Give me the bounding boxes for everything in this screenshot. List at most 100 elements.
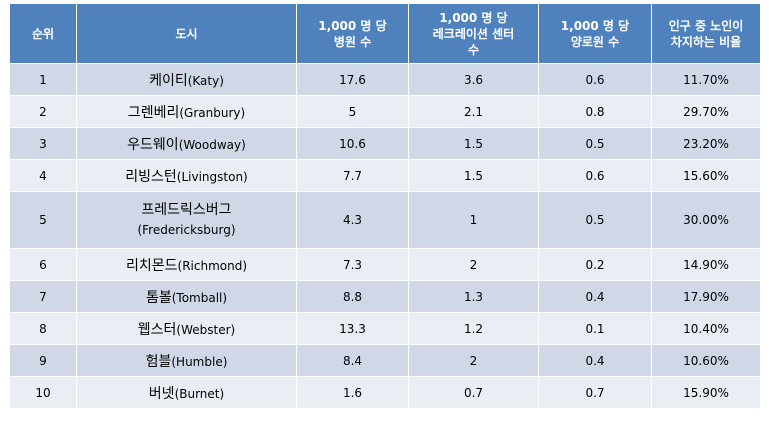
nursing-cell: 0.1 [538, 312, 652, 345]
elderly-ratio-cell: 14.90% [651, 248, 761, 281]
table-row: 5 프레드릭스버그 (Fredericksburg) 4.3 1 0.5 30.00% [9, 191, 761, 249]
city-cell: 프레드릭스버그 (Fredericksburg) [76, 191, 297, 249]
hospitals-cell: 17.6 [296, 63, 409, 96]
rank-cell: 1 [9, 63, 77, 96]
table-row: 1 케이티(Katy) 17.6 3.6 0.6 11.70% [9, 63, 761, 96]
table-row: 2 그렌베리(Granbury) 5 2.1 0.8 29.70% [9, 95, 761, 128]
city-cell: 리치몬드(Richmond) [76, 248, 297, 281]
city-cell: 버넷(Burnet) [76, 376, 297, 409]
table-row: 4 리빙스턴(Livingston) 7.7 1.5 0.6 15.60% [9, 159, 761, 192]
city-cell: 톰볼(Tomball) [76, 280, 297, 313]
rank-cell: 3 [9, 127, 77, 160]
hospitals-cell: 5 [296, 95, 409, 128]
nursing-cell: 0.8 [538, 95, 652, 128]
city-header: 도시 [76, 3, 297, 64]
elderly-ratio-cell: 11.70% [651, 63, 761, 96]
city-english-name: (Granbury) [179, 105, 246, 120]
city-korean-name: 웹스터 [137, 321, 177, 338]
recreation-cell: 0.7 [408, 376, 539, 409]
city-cell: 험블(Humble) [76, 344, 297, 377]
nursing-cell: 0.5 [538, 191, 652, 249]
hospitals-cell: 1.6 [296, 376, 409, 409]
city-english-name: (Humble) [171, 354, 228, 369]
nursing-cell: 0.6 [538, 63, 652, 96]
table-header-row: 순위 도시 1,000 명 당 병원 수 1,000 명 당 레크레이션 센터 수 1,… [9, 3, 761, 64]
elderly-ratio-cell: 23.20% [651, 127, 761, 160]
rank-cell: 9 [9, 344, 77, 377]
elderly-ratio-cell: 30.00% [651, 191, 761, 249]
rank-cell: 7 [9, 280, 77, 313]
city-korean-name: 프레드릭스버그 [141, 202, 232, 218]
recreation-cell: 3.6 [408, 63, 539, 96]
table-row: 10 버넷(Burnet) 1.6 0.7 0.7 15.90% [9, 376, 761, 409]
city-korean-name: 버넷 [148, 385, 175, 402]
elderly-ratio-cell: 15.90% [651, 376, 761, 409]
nursing-cell: 0.4 [538, 344, 652, 377]
nursing-cell: 0.5 [538, 127, 652, 160]
table-row: 6 리치몬드(Richmond) 7.3 2 0.2 14.90% [9, 248, 761, 281]
ranking-table-container: 순위 도시 1,000 명 당 병원 수 1,000 명 당 레크레이션 센터 수 1,… [9, 3, 761, 409]
city-cell: 케이티(Katy) [76, 63, 297, 96]
nursing-header: 1,000 명 당 양로원 수 [538, 3, 652, 64]
hospitals-cell: 7.3 [296, 248, 409, 281]
hospitals-cell: 13.3 [296, 312, 409, 345]
nursing-cell: 0.6 [538, 159, 652, 192]
hospitals-cell: 4.3 [296, 191, 409, 249]
city-korean-name: 그렌베리 [127, 104, 180, 121]
rank-cell: 4 [9, 159, 77, 192]
hospitals-cell: 8.4 [296, 344, 409, 377]
city-english-name: (Richmond) [177, 258, 248, 273]
rank-cell: 8 [9, 312, 77, 345]
city-cell: 웹스터(Webster) [76, 312, 297, 345]
table-row: 3 우드웨이(Woodway) 10.6 1.5 0.5 23.20% [9, 127, 761, 160]
rank-header: 순위 [9, 3, 77, 64]
recreation-cell: 2.1 [408, 95, 539, 128]
city-cell: 그렌베리(Granbury) [76, 95, 297, 128]
city-ranking-table: 순위 도시 1,000 명 당 병원 수 1,000 명 당 레크레이션 센터 수 1,… [9, 3, 761, 409]
rank-cell: 6 [9, 248, 77, 281]
nursing-cell: 0.2 [538, 248, 652, 281]
nursing-cell: 0.7 [538, 376, 652, 409]
hospitals-header: 1,000 명 당 병원 수 [296, 3, 409, 64]
elderly-ratio-cell: 29.70% [651, 95, 761, 128]
recreation-cell: 1.5 [408, 127, 539, 160]
city-korean-name: 험블 [145, 353, 172, 370]
recreation-cell: 2 [408, 344, 539, 377]
elderly-ratio-cell: 10.60% [651, 344, 761, 377]
city-korean-name: 톰볼 [145, 289, 172, 306]
elderly-ratio-cell: 15.60% [651, 159, 761, 192]
city-english-name: (Burnet) [174, 386, 225, 401]
city-cell: 리빙스턴(Livingston) [76, 159, 297, 192]
city-cell: 우드웨이(Woodway) [76, 127, 297, 160]
city-english-name: (Livingston) [176, 169, 248, 184]
recreation-header: 1,000 명 당 레크레이션 센터 수 [408, 3, 539, 64]
rank-cell: 10 [9, 376, 77, 409]
city-english-name: (Katy) [187, 73, 224, 88]
city-english-name: (Fredericksburg) [137, 223, 236, 237]
recreation-cell: 1.2 [408, 312, 539, 345]
city-korean-name: 리치몬드 [125, 257, 178, 274]
city-korean-name: 리빙스턴 [125, 168, 177, 185]
nursing-cell: 0.4 [538, 280, 652, 313]
city-english-name: (Webster) [176, 322, 236, 337]
hospitals-cell: 8.8 [296, 280, 409, 313]
elderly-ratio-cell: 17.90% [651, 280, 761, 313]
elderly-ratio-cell: 10.40% [651, 312, 761, 345]
table-row: 8 웹스터(Webster) 13.3 1.2 0.1 10.40% [9, 312, 761, 345]
recreation-cell: 1.5 [408, 159, 539, 192]
recreation-cell: 1 [408, 191, 539, 249]
recreation-cell: 1.3 [408, 280, 539, 313]
city-korean-name: 케이티 [149, 72, 188, 89]
rank-cell: 2 [9, 95, 77, 128]
hospitals-cell: 10.6 [296, 127, 409, 160]
table-row: 7 톰볼(Tomball) 8.8 1.3 0.4 17.90% [9, 280, 761, 313]
city-korean-name: 우드웨이 [127, 136, 179, 153]
recreation-cell: 2 [408, 248, 539, 281]
elderly-ratio-header: 인구 중 노인이 차지하는 비율 [651, 3, 761, 64]
city-english-name: (Woodway) [178, 137, 246, 152]
table-row: 9 험블(Humble) 8.4 2 0.4 10.60% [9, 344, 761, 377]
table-body: 1 케이티(Katy) 17.6 3.6 0.6 11.70% 2 그렌베리(Granbury… [9, 63, 761, 409]
hospitals-cell: 7.7 [296, 159, 409, 192]
rank-cell: 5 [9, 191, 77, 249]
city-english-name: (Tomball) [171, 290, 228, 305]
